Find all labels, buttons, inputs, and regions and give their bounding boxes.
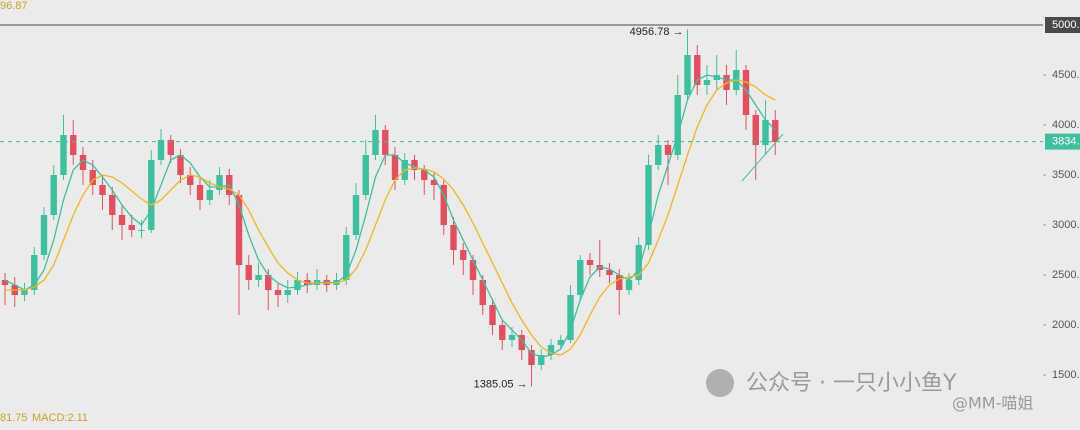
- y-tick-label: 3000.00: [1052, 219, 1080, 231]
- candle-body: [265, 275, 272, 290]
- candle-body: [128, 225, 135, 230]
- candle-body: [664, 145, 672, 155]
- price-label-box: [1045, 133, 1080, 150]
- candle-body: [508, 335, 516, 340]
- candle-body: [206, 190, 213, 200]
- candle-body: [157, 140, 165, 160]
- candle-body: [577, 260, 584, 295]
- candle-body: [606, 270, 613, 275]
- candle-body: [411, 160, 418, 170]
- candle-body: [625, 280, 633, 290]
- candle-body: [274, 290, 282, 295]
- watermark-icon: [706, 369, 734, 397]
- candle-body: [674, 95, 681, 155]
- annotation: 1385.05 →: [474, 378, 528, 390]
- candle-body: [616, 275, 623, 290]
- candle-body: [109, 195, 116, 215]
- candle-body: [547, 345, 555, 355]
- candle-body: [762, 120, 769, 145]
- ma-line: [4, 74, 776, 358]
- candle-body: [284, 290, 291, 295]
- bottom-indicator: 81.75: [0, 412, 28, 424]
- candle-body: [79, 155, 87, 170]
- candle-body: [372, 130, 379, 155]
- candle-body: [60, 135, 67, 175]
- candle-body: [684, 55, 691, 95]
- candle-body: [216, 175, 223, 190]
- candle-body: [187, 175, 194, 185]
- y-tick-label: 3500.00: [1052, 169, 1080, 181]
- candle-body: [430, 180, 438, 185]
- candle-body: [70, 135, 77, 155]
- candle-body: [479, 280, 486, 305]
- y-tick-label: 4000.00: [1052, 119, 1080, 131]
- candle-body: [421, 170, 428, 180]
- candle-body: [450, 225, 457, 250]
- candle-body: [391, 155, 399, 180]
- candle-body: [645, 165, 652, 245]
- watermark-sub: @MM-喵姐: [952, 394, 1033, 413]
- candle-body: [21, 290, 28, 295]
- y-tick-label: 2500.00: [1052, 269, 1080, 281]
- candle-body: [118, 215, 126, 225]
- watermark: 公众号 · 一只小小鱼Y: [746, 371, 957, 396]
- candle-body: [148, 160, 155, 230]
- candle-body: [177, 155, 184, 175]
- candle-body: [557, 340, 564, 345]
- ma-line: [5, 79, 776, 356]
- candle-body: [528, 350, 535, 365]
- candle-body: [89, 170, 96, 185]
- candle-body: [352, 195, 360, 235]
- candle-body: [1, 280, 9, 285]
- top-indicator: 96.87: [0, 0, 28, 12]
- candle-body: [362, 155, 369, 195]
- candle-body: [538, 355, 545, 365]
- candle-body: [50, 175, 57, 215]
- candle-body: [294, 280, 301, 290]
- candle-body: [440, 185, 447, 225]
- candle-body: [655, 145, 662, 165]
- candle-body: [40, 215, 48, 255]
- candle-body: [772, 120, 779, 142]
- candle-body: [196, 185, 204, 200]
- candle-body: [343, 235, 350, 280]
- candle-body: [752, 115, 759, 145]
- y-tick-label: 1500.00: [1052, 369, 1080, 381]
- macd-label: MACD:2.11: [32, 412, 88, 424]
- price-label: 3834.00: [1052, 136, 1080, 148]
- candle-body: [489, 305, 496, 325]
- candle-body: [460, 250, 467, 260]
- annotation: 4956.78 →: [630, 26, 684, 38]
- price-label: 5000.00: [1052, 19, 1080, 31]
- y-tick-label: 4500.00: [1052, 69, 1080, 81]
- candle-body: [382, 130, 389, 155]
- candle-body: [635, 245, 642, 280]
- candle-body: [499, 325, 506, 340]
- candle-body: [31, 255, 38, 290]
- y-tick-label: 2000.00: [1052, 319, 1080, 331]
- candle-body: [518, 335, 525, 350]
- price-label-box: [1045, 17, 1080, 33]
- candle-body: [235, 195, 243, 265]
- candle-body: [469, 260, 477, 280]
- candle-body: [245, 265, 252, 280]
- candle-body: [255, 275, 262, 280]
- candle-body: [742, 70, 750, 115]
- candle-body: [586, 260, 594, 265]
- candle-body: [138, 230, 145, 231]
- candle-body: [167, 140, 174, 155]
- candle-body: [694, 55, 701, 85]
- candle-body: [567, 295, 574, 340]
- candle-body: [703, 80, 711, 85]
- candle-body: [99, 185, 106, 195]
